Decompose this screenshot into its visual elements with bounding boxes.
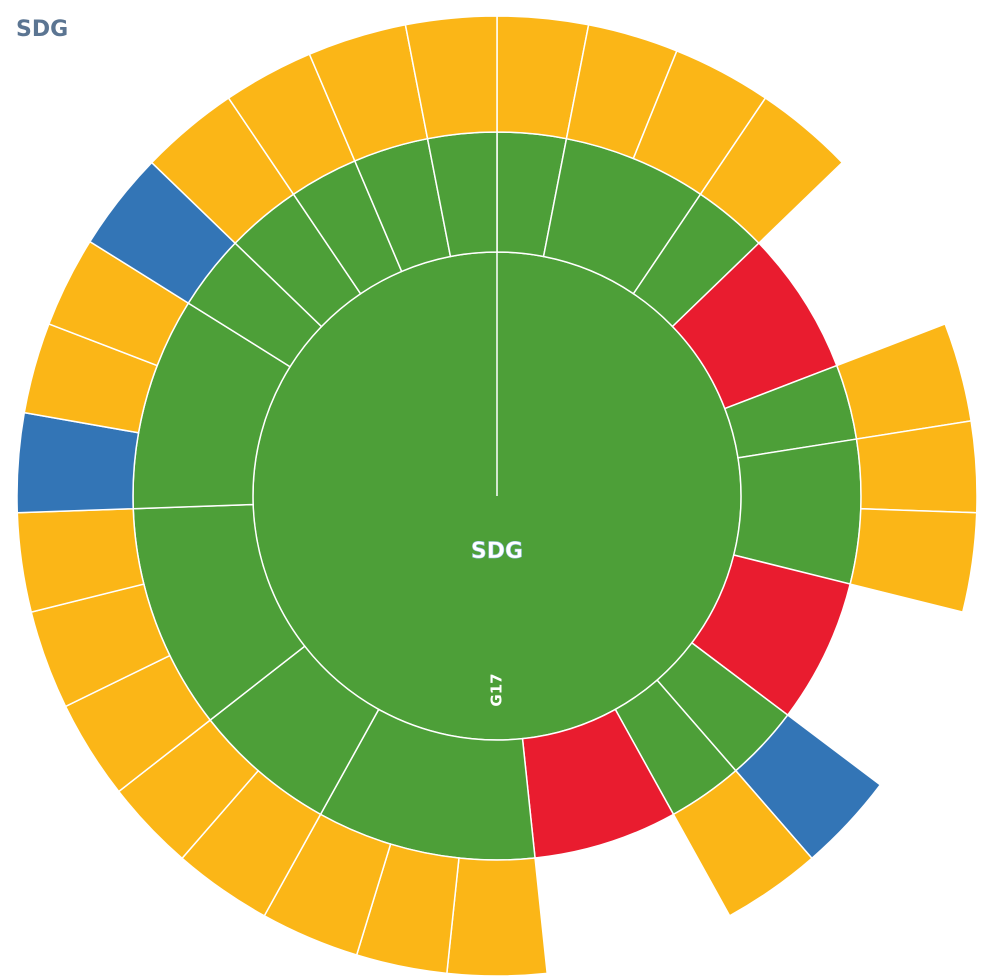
chart-title: SDG [16, 17, 68, 42]
segment [672, 769, 813, 917]
sunburst [16, 15, 978, 977]
root-label: SDG [471, 539, 523, 564]
segment [446, 857, 548, 977]
segment [835, 323, 972, 440]
segment [699, 97, 844, 245]
segment [849, 507, 978, 614]
segment [252, 251, 742, 741]
segment-label: G17 [488, 673, 506, 706]
segment [404, 15, 498, 140]
